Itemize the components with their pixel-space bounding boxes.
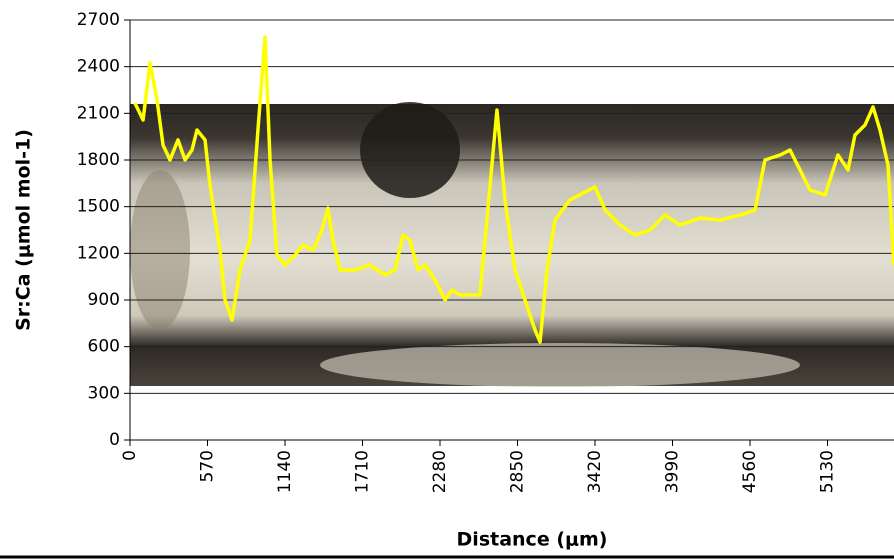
- y-tick-label: 1200: [77, 243, 120, 263]
- x-tick-label: 3420: [585, 450, 605, 493]
- x-tick-label: 0: [120, 450, 140, 461]
- x-tick-label: 1140: [275, 450, 295, 493]
- y-tick-label: 2100: [77, 103, 120, 123]
- x-tick-label: 4560: [740, 450, 760, 493]
- y-tick-label: 1500: [77, 197, 120, 217]
- data-line: [133, 35, 894, 344]
- y-tick-label: 1800: [77, 150, 120, 170]
- x-tick-label: 3990: [663, 450, 683, 493]
- x-tick-label: 1710: [353, 450, 373, 493]
- x-tick-label: 570: [198, 450, 218, 482]
- y-tick-label: 0: [109, 430, 120, 450]
- y-tick-label: 900: [88, 290, 120, 310]
- x-tick-label: 2850: [508, 450, 528, 493]
- y-tick-label: 2700: [77, 10, 120, 30]
- x-tick-label: 2280: [430, 450, 450, 493]
- y-tick-label: 2400: [77, 57, 120, 77]
- x-axis-title: Distance (μm): [457, 529, 608, 551]
- y-tick-label: 300: [88, 383, 120, 403]
- y-tick-label: 600: [88, 337, 120, 357]
- x-tick-label: 5130: [818, 450, 838, 493]
- y-axis-title: Sr:Ca (μmol mol-1): [13, 129, 35, 331]
